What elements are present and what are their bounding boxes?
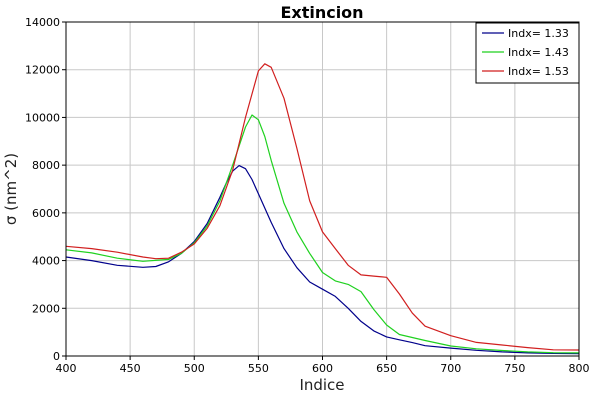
- y-tick-label: 8000: [32, 159, 60, 172]
- x-axis-title: Indice: [299, 376, 344, 394]
- series-line-2: [65, 114, 580, 354]
- chart-title: Extincion: [280, 3, 363, 22]
- series-line-3: [65, 63, 580, 351]
- x-tick-label: 500: [184, 362, 205, 375]
- x-tick-label: 650: [376, 362, 397, 375]
- legend-label-1: Indx= 1.33: [508, 27, 569, 40]
- legend: Indx= 1.33 Indx= 1.43 Indx= 1.53: [475, 22, 580, 84]
- axis-ticks: 400 450 500 550 600 650 700 750 8000200040006000…: [25, 16, 590, 375]
- y-tick-label: 14000: [25, 16, 60, 29]
- x-tick-label: 700: [440, 362, 461, 375]
- legend-label-2: Indx= 1.43: [508, 46, 569, 59]
- x-tick-label: 400: [56, 362, 77, 375]
- y-tick-label: 0: [53, 350, 60, 363]
- series-line-1: [65, 165, 580, 355]
- plot-series: [65, 63, 580, 355]
- y-tick-label: 10000: [25, 111, 60, 124]
- y-tick-label: 4000: [32, 255, 60, 268]
- y-tick-label: 12000: [25, 64, 60, 77]
- x-tick-label: 750: [504, 362, 525, 375]
- y-tick-label: 6000: [32, 207, 60, 220]
- legend-label-3: Indx= 1.53: [508, 65, 569, 78]
- y-tick-label: 2000: [32, 302, 60, 315]
- x-tick-label: 800: [569, 362, 590, 375]
- x-tick-label: 600: [312, 362, 333, 375]
- x-tick-label: 450: [120, 362, 141, 375]
- x-tick-label: 550: [248, 362, 269, 375]
- y-axis-title: σ (nm^2): [2, 153, 20, 225]
